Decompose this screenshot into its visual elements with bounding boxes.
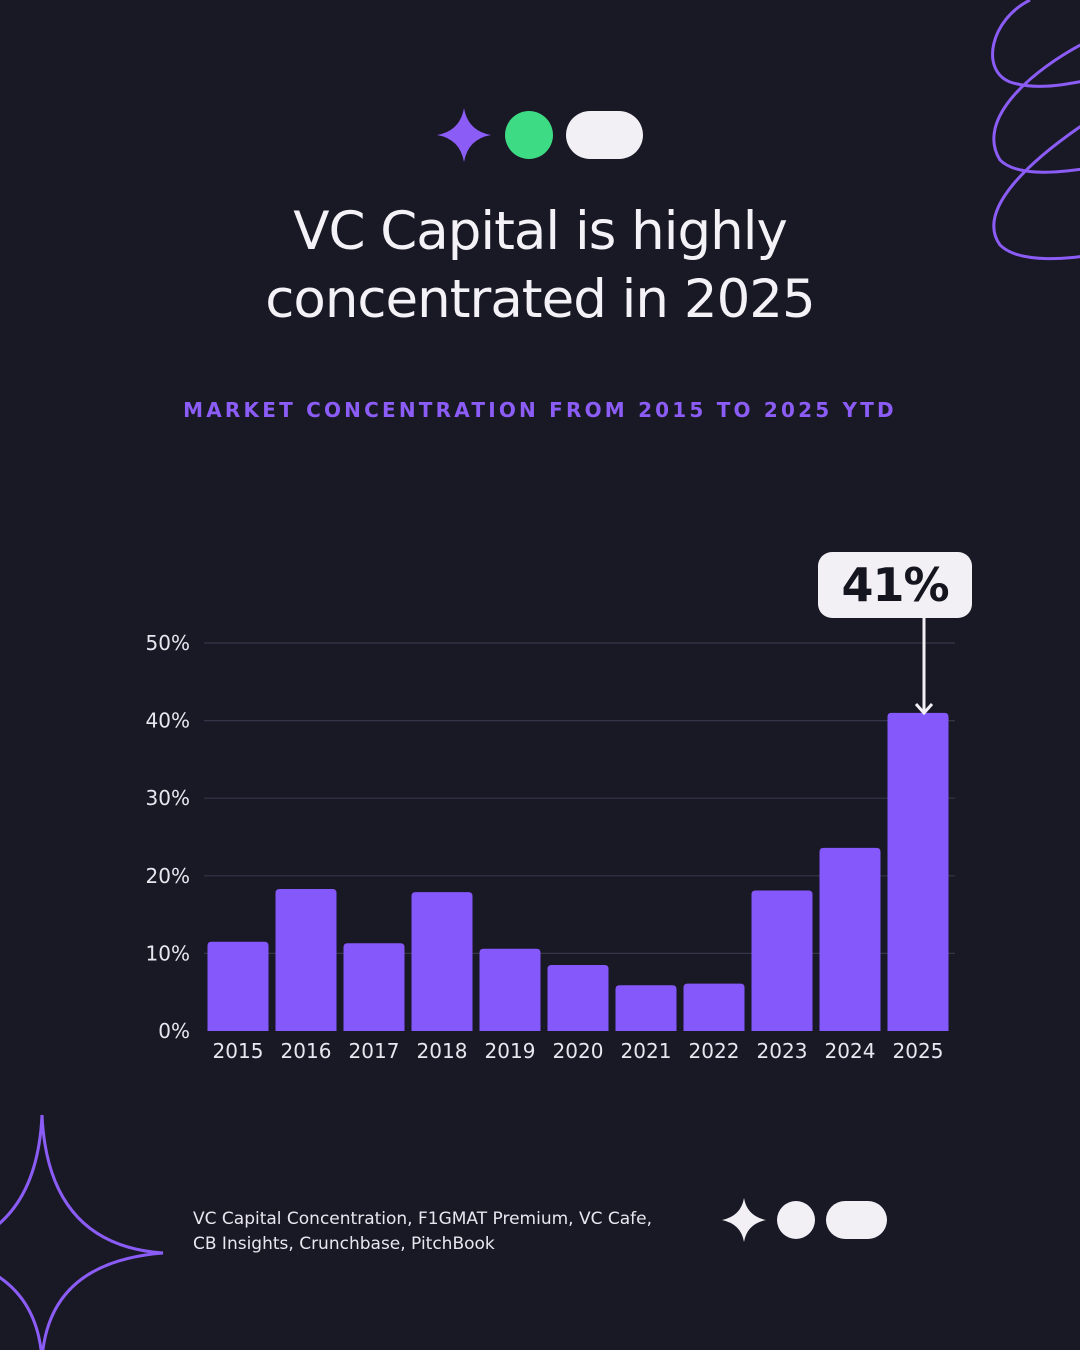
bar-2022 bbox=[683, 983, 745, 1031]
bars bbox=[207, 712, 949, 1031]
white-pill-icon bbox=[826, 1201, 887, 1239]
bar-2025 bbox=[887, 712, 949, 1031]
sparkle-icon bbox=[722, 1198, 766, 1242]
y-tick-label: 10% bbox=[146, 941, 190, 965]
x-tick-label: 2017 bbox=[349, 1039, 400, 1063]
bar-2016 bbox=[275, 888, 337, 1031]
title-line-1: VC Capital is highly bbox=[293, 201, 788, 262]
x-tick-label: 2021 bbox=[621, 1039, 672, 1063]
x-tick-label: 2019 bbox=[485, 1039, 536, 1063]
bar-2017 bbox=[343, 943, 405, 1031]
x-tick-label: 2016 bbox=[281, 1039, 332, 1063]
highlight-callout: 41% bbox=[818, 552, 972, 618]
swirl-decoration-icon bbox=[991, 0, 1080, 261]
bar-2023 bbox=[751, 890, 813, 1031]
bar-2015 bbox=[207, 941, 269, 1031]
bar-2024 bbox=[819, 847, 881, 1031]
source-line-1: VC Capital Concentration, F1GMAT Premium… bbox=[193, 1209, 653, 1229]
bar-2019 bbox=[479, 948, 541, 1031]
green-dot-icon bbox=[505, 111, 553, 159]
x-tick-label: 2024 bbox=[825, 1039, 876, 1063]
y-tick-label: 20% bbox=[146, 864, 190, 888]
sparkle-icon bbox=[437, 108, 491, 162]
y-axis-ticks: 0% 10% 20% 30% 40% 50% bbox=[146, 631, 190, 1043]
x-tick-label: 2015 bbox=[213, 1039, 264, 1063]
y-tick-label: 40% bbox=[146, 709, 190, 733]
x-tick-label: 2022 bbox=[689, 1039, 740, 1063]
x-tick-label: 2023 bbox=[757, 1039, 808, 1063]
four-point-star-icon bbox=[0, 1114, 164, 1350]
page-title: VC Capital is highly concentrated in 202… bbox=[90, 198, 990, 334]
x-axis-ticks: 2015 2016 2017 2018 2019 2020 2021 2022 2023 2024… bbox=[213, 1039, 944, 1063]
chart-subtitle: MARKET CONCENTRATION FROM 2015 TO 2025 Y… bbox=[183, 398, 897, 422]
x-tick-label: 2018 bbox=[417, 1039, 468, 1063]
white-pill-icon bbox=[566, 111, 643, 159]
bar-2018 bbox=[411, 892, 473, 1031]
source-line-2: CB Insights, Crunchbase, PitchBook bbox=[193, 1234, 495, 1254]
y-tick-label: 50% bbox=[146, 631, 190, 655]
bar-2021 bbox=[615, 985, 677, 1031]
source-citation: VC Capital Concentration, F1GMAT Premium… bbox=[193, 1207, 713, 1257]
white-dot-icon bbox=[777, 1201, 815, 1239]
x-tick-label: 2020 bbox=[553, 1039, 604, 1063]
y-tick-label: 30% bbox=[146, 786, 190, 810]
title-line-2: concentrated in 2025 bbox=[265, 269, 815, 330]
y-tick-label: 0% bbox=[158, 1019, 190, 1043]
x-tick-label: 2025 bbox=[893, 1039, 944, 1063]
callout-arrow bbox=[914, 618, 934, 716]
bar-2020 bbox=[547, 965, 609, 1031]
